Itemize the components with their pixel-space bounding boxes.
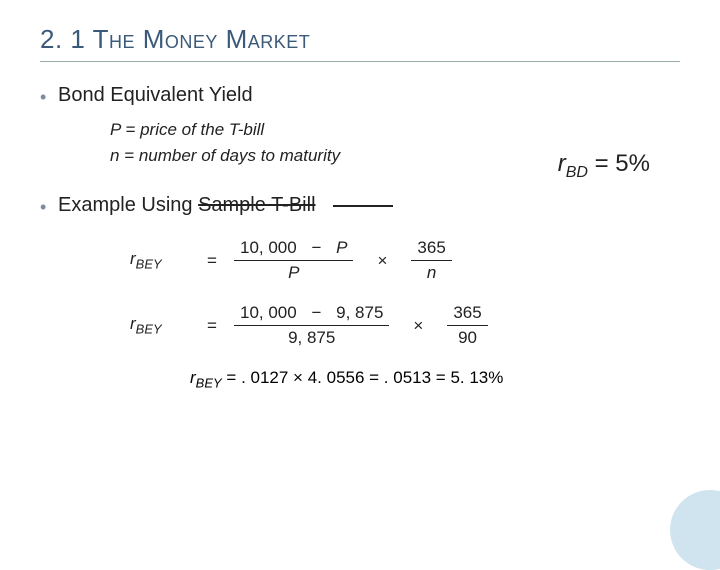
formula-general: rBEY = 10, 000 − P P × 365 n — [130, 238, 680, 283]
bullet-dot-icon: • — [40, 84, 58, 110]
def-p: P = price of the T-bill — [110, 120, 680, 140]
fraction-2b: 365 90 — [447, 303, 487, 348]
times-sign: × — [413, 316, 423, 336]
formula-numeric: rBEY = 10, 000 − 9, 875 9, 875 × 365 90 — [130, 303, 680, 348]
slide-title: 2. 1 The Money Market — [40, 24, 680, 62]
bullet-dot-icon: • — [40, 194, 58, 220]
result-line: rBEY = . 0127 × 4. 0556 = . 0513 = 5. 13… — [190, 368, 680, 390]
bullet-bey: • Bond Equivalent Yield — [40, 84, 680, 110]
fraction-1b: 365 n — [411, 238, 451, 283]
fraction-2a: 10, 000 − 9, 875 9, 875 — [234, 303, 389, 348]
lhs-rbey: rBEY — [130, 249, 200, 271]
formula-area: rBEY = 10, 000 − P P × 365 n rBEY — [130, 238, 680, 390]
equals-sign: = — [200, 251, 224, 271]
times-sign: × — [377, 251, 387, 271]
lhs-rbey-2: rBEY — [130, 314, 200, 336]
bullet-example-text: Example Using Sample T-Bill — [58, 194, 393, 217]
bullet-bey-text: Bond Equivalent Yield — [58, 84, 253, 107]
bullet-example: • Example Using Sample T-Bill — [40, 194, 680, 220]
strike-bar-icon — [333, 205, 393, 207]
fraction-1a: 10, 000 − P P — [234, 238, 353, 283]
r-bd-value: rBD = 5% — [558, 150, 650, 182]
equals-sign: = — [200, 316, 224, 336]
corner-circle-icon — [670, 490, 720, 570]
slide: 2. 1 The Money Market • Bond Equivalent … — [0, 0, 720, 540]
